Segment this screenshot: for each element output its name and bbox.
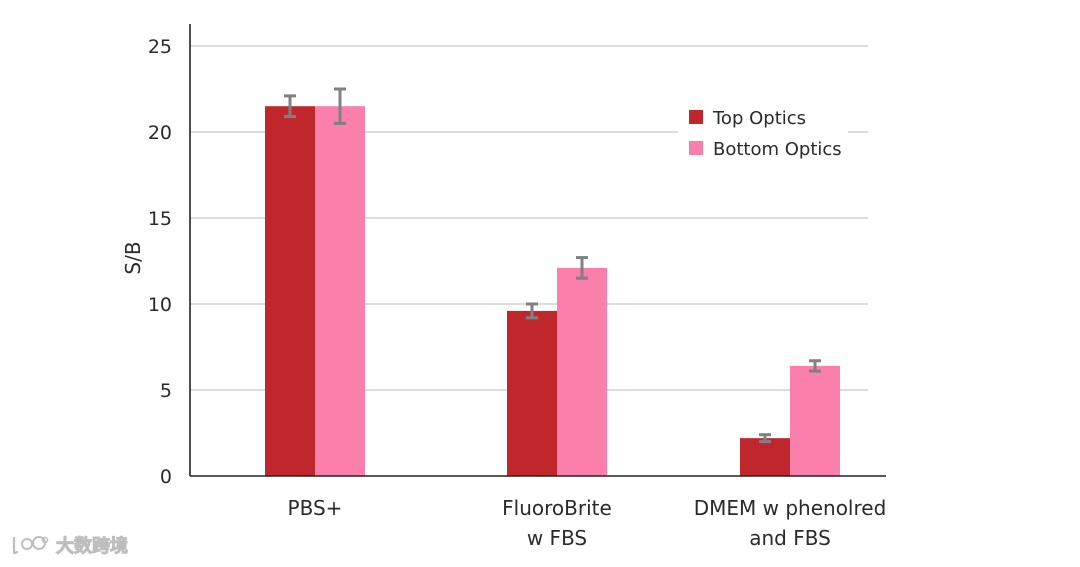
bar-top-optics [507, 310, 557, 476]
error-bar [334, 87, 346, 125]
bar-top-optics [265, 106, 315, 476]
y-tick-label: 5 [160, 380, 172, 402]
watermark-text: 大数跨境 [56, 536, 129, 558]
x-category-labels: PBS+ FluoroBrite w FBS DMEM w phenolred and … [288, 496, 887, 550]
x-category-label: and FBS [749, 526, 831, 550]
y-tick-labels: 0 5 10 15 20 25 [148, 36, 172, 488]
y-axis-title: S/B [121, 241, 145, 274]
error-bar [576, 256, 588, 280]
error-bar [284, 94, 296, 119]
legend: Top Optics Bottom Optics [678, 98, 848, 168]
bar-bottom-optics [790, 365, 840, 476]
bars [265, 106, 840, 476]
watermark-logo-icon [12, 536, 49, 555]
y-tick-label: 20 [148, 122, 172, 144]
x-category-label: w FBS [527, 526, 587, 550]
legend-background [678, 98, 848, 168]
error-bar [759, 433, 771, 444]
y-tick-label: 0 [160, 466, 172, 488]
legend-swatch [689, 110, 703, 124]
bar-bottom-optics [557, 267, 607, 476]
x-category-label: DMEM w phenolred [694, 496, 887, 520]
bar-bottom-optics [315, 106, 365, 476]
error-bar [809, 359, 821, 373]
legend-label: Bottom Optics [713, 139, 842, 160]
error-bars [284, 87, 821, 444]
legend-swatch [689, 141, 703, 155]
y-tick-label: 10 [148, 294, 172, 316]
x-category-label: FluoroBrite [502, 496, 612, 520]
x-category-label: PBS+ [288, 496, 343, 520]
axes [189, 24, 886, 477]
y-tick-label: 25 [148, 36, 172, 58]
watermark: 大数跨境 [10, 532, 129, 558]
error-bar [526, 302, 538, 320]
y-tick-label: 15 [148, 208, 172, 230]
legend-label: Top Optics [712, 108, 806, 129]
bar-top-optics [740, 438, 790, 476]
